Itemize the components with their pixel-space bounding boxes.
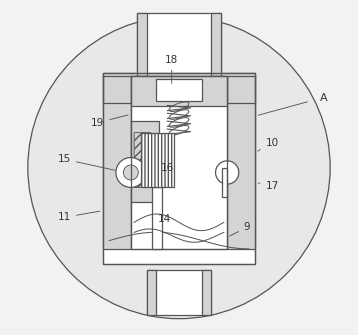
Circle shape [28,16,330,319]
Circle shape [124,165,138,180]
Bar [103,73,255,103]
Bar [103,73,255,103]
Bar [131,121,159,202]
Bar [147,270,156,315]
Bar [103,73,255,264]
Bar [131,76,227,249]
Circle shape [216,161,239,184]
Text: 11: 11 [58,211,100,222]
Bar [137,13,147,76]
Bar [202,270,211,315]
Bar [222,168,227,197]
Text: 17: 17 [258,181,279,191]
Bar [137,13,221,76]
Bar [103,76,131,249]
Polygon shape [134,133,151,177]
Bar [103,76,131,249]
Bar [131,76,227,106]
Polygon shape [134,171,161,188]
Text: 16: 16 [161,162,174,173]
Bar [156,79,202,101]
Bar [211,13,221,76]
Text: 10: 10 [258,138,279,151]
Bar [202,270,211,315]
Bar [227,76,255,249]
Bar [227,76,255,249]
Text: 19: 19 [91,115,128,128]
Bar [147,270,156,315]
Bar [137,13,147,76]
Text: 9: 9 [229,222,250,236]
Bar [153,188,163,249]
Bar [147,270,211,315]
Bar [211,13,221,76]
Bar [103,73,255,264]
Bar [131,121,159,202]
Circle shape [116,157,146,188]
Bar [131,76,227,249]
Bar [141,133,174,188]
Bar [131,76,227,106]
Text: A: A [320,93,327,103]
Text: 14: 14 [158,214,171,224]
Text: 18: 18 [165,55,178,83]
Text: 15: 15 [58,154,115,170]
